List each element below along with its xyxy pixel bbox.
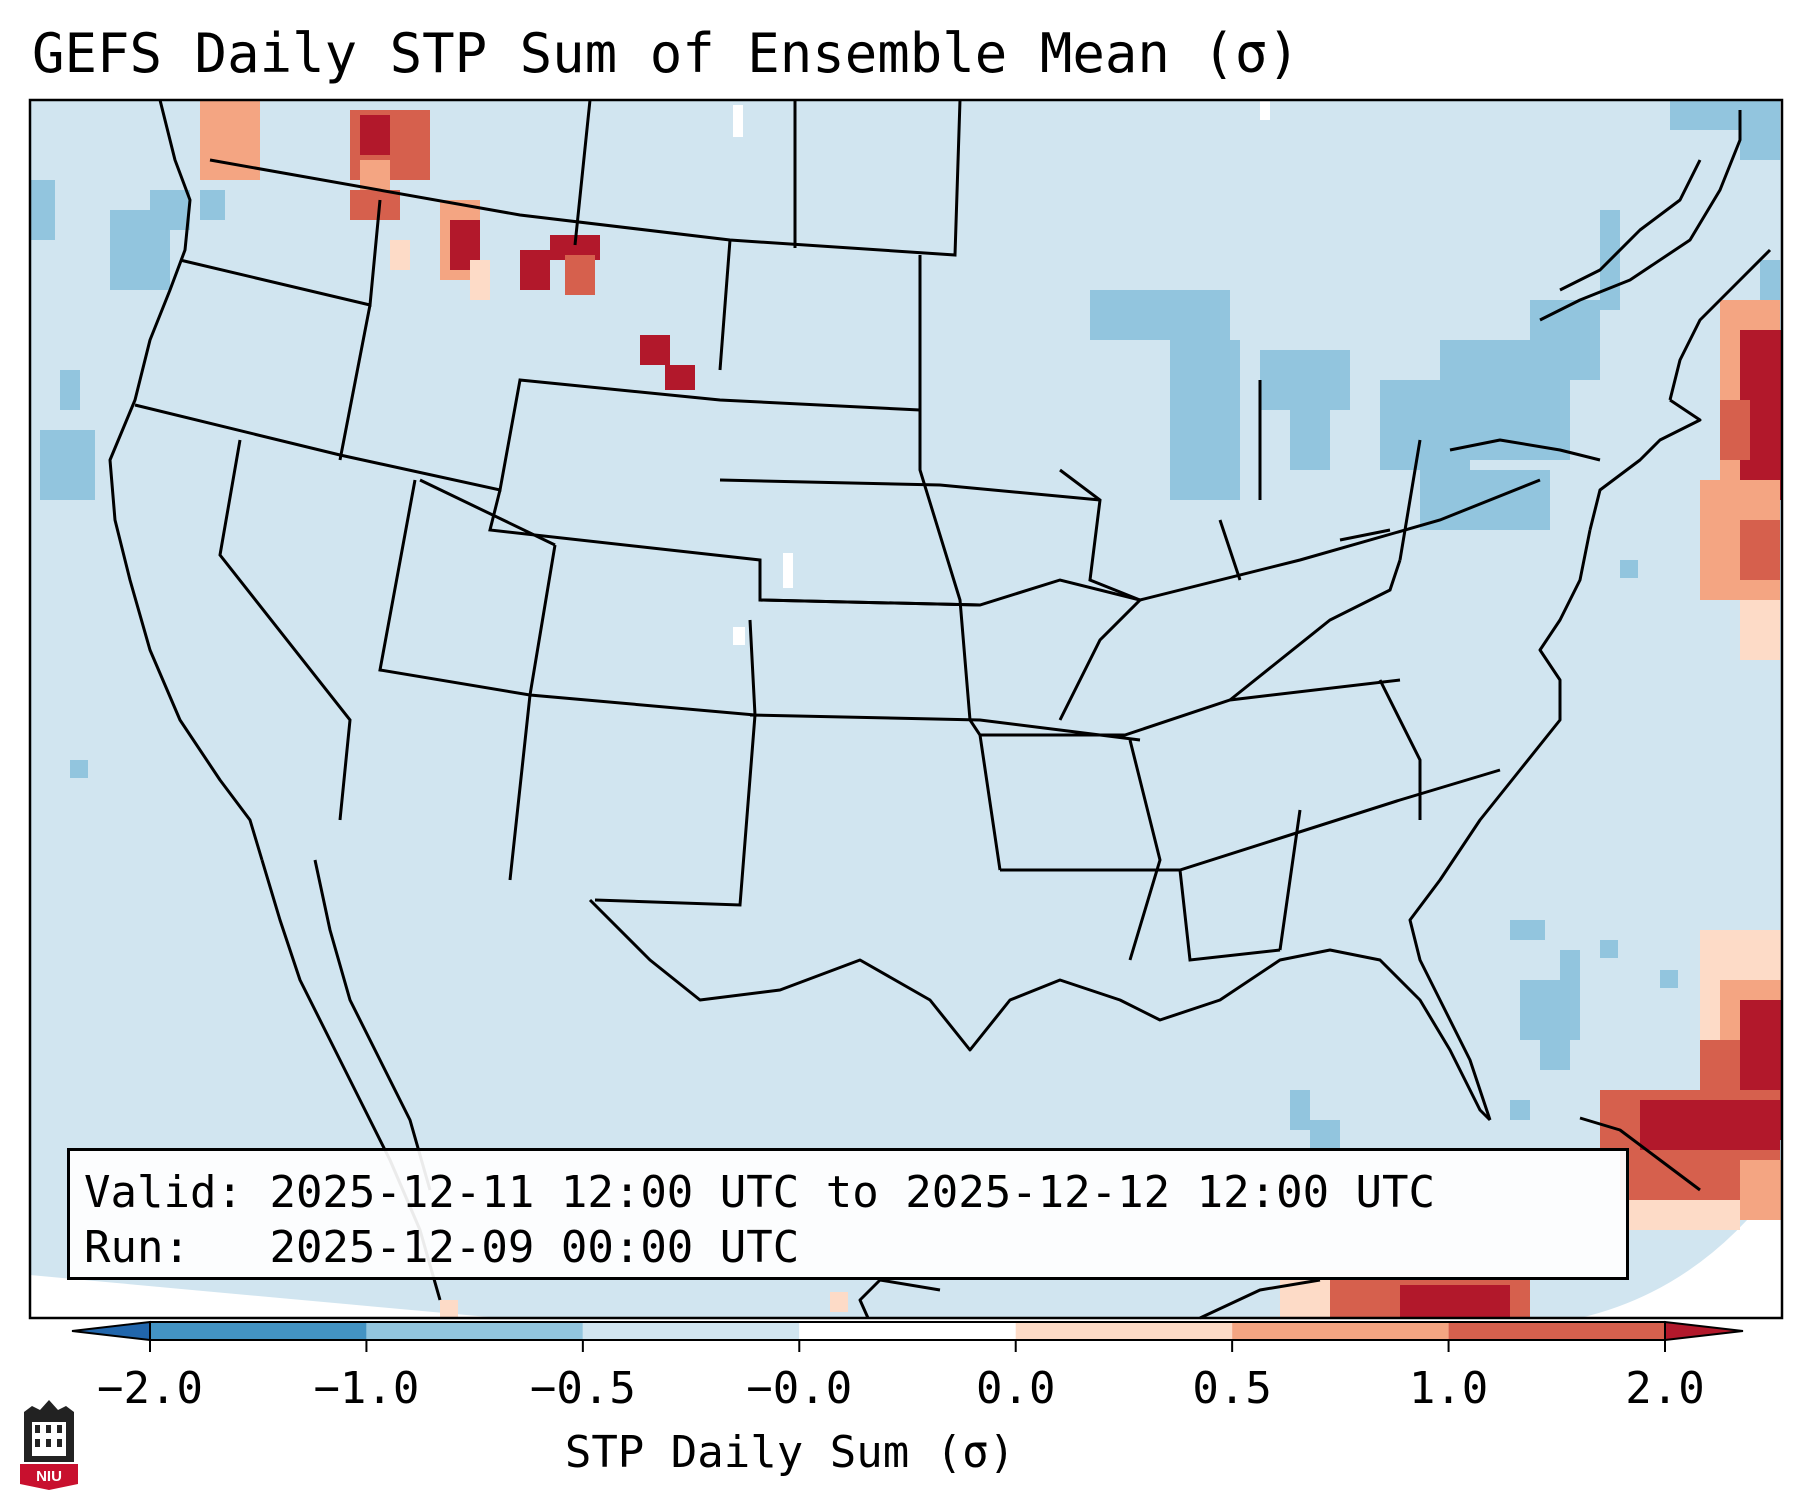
map-frame xyxy=(28,98,1784,1320)
colorbar-border xyxy=(149,1321,1666,1341)
run-value: 2025-12-09 00:00 UTC xyxy=(269,1222,800,1273)
colorbar-tick-label: −0.0 xyxy=(746,1363,853,1414)
run-label: Run: xyxy=(84,1222,190,1273)
map-title: GEFS Daily STP Sum of Ensemble Mean (σ) xyxy=(32,22,1300,85)
colorbar-extend-under xyxy=(71,1320,151,1342)
colorbar xyxy=(71,1320,1744,1352)
map-background xyxy=(30,100,1782,1318)
colorbar-segment xyxy=(1015,1322,1233,1340)
colorbar-extend-over xyxy=(1664,1320,1744,1342)
neutral-cells xyxy=(733,100,1270,645)
niu-logo-text: NIU xyxy=(36,1468,62,1485)
colorbar-segment xyxy=(366,1322,583,1340)
valid-value: 2025-12-11 12:00 UTC to 2025-12-12 12:00… xyxy=(269,1167,1436,1218)
map-outside-region xyxy=(30,1275,500,1318)
colorbar-segment xyxy=(1232,1322,1449,1340)
colorbar-tick-label: 0.0 xyxy=(975,1363,1056,1414)
colorbar-tick-label: 1.0 xyxy=(1408,1363,1489,1414)
colorbar-segment xyxy=(799,1322,1016,1340)
colorbar-segment xyxy=(582,1322,800,1340)
state-borders xyxy=(134,99,1541,962)
colorbar-tick-label: −2.0 xyxy=(97,1363,203,1414)
coastlines xyxy=(108,99,1772,1320)
niu-logo: NIU xyxy=(20,1400,78,1490)
colorbar-tick-label: −1.0 xyxy=(313,1363,420,1414)
colorbar-tick-label: −0.5 xyxy=(529,1363,636,1414)
map-outside-region xyxy=(1580,1180,1782,1318)
colorbar-segment xyxy=(150,1322,367,1340)
colorbar-segment xyxy=(1448,1322,1665,1340)
colorbar-tick-label: 0.5 xyxy=(1192,1363,1272,1414)
valid-run-info-box: Valid: 2025-12-11 12:00 UTC to 2025-12-1… xyxy=(67,1148,1629,1280)
colorbar-tick-label: 2.0 xyxy=(1625,1363,1705,1414)
colorbar-label: STP Daily Sum (σ) xyxy=(564,1427,1016,1478)
valid-label: Valid: xyxy=(84,1167,243,1218)
